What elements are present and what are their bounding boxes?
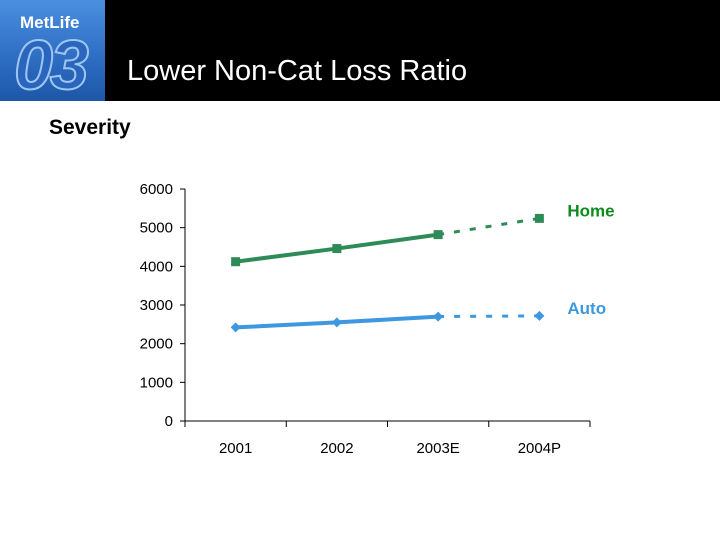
x-tick-label: 2003E: [416, 440, 459, 457]
home-data-point: [231, 257, 241, 267]
y-tick-label: 2000: [140, 336, 173, 353]
y-tick-label: 6000: [140, 181, 173, 198]
y-tick-label: 4000: [140, 258, 173, 275]
auto-data-point: [331, 317, 342, 328]
header-bar: [0, 0, 720, 101]
slide-title: Lower Non-Cat Loss Ratio: [127, 55, 468, 87]
home-projection-line: [437, 216, 540, 237]
x-tick-label: 2001: [219, 440, 252, 457]
auto-data-point: [433, 311, 444, 322]
auto-data-point: [534, 310, 545, 321]
home-series-label: Home: [567, 201, 614, 220]
auto-projection-line: [438, 314, 540, 319]
logo-number: 03: [13, 26, 90, 101]
y-tick-label: 0: [165, 413, 173, 430]
y-tick-label: 3000: [140, 297, 173, 314]
chart-subtitle: Severity: [49, 116, 131, 139]
y-tick-label: 5000: [140, 220, 173, 237]
auto-data-point: [230, 322, 241, 333]
x-tick-label: 2004P: [518, 440, 561, 457]
home-data-point: [433, 230, 443, 240]
logo-text: MetLife: [20, 13, 80, 32]
metlife-logo: MetLife 03: [0, 0, 105, 101]
y-tick-label: 1000: [140, 374, 173, 391]
home-data-point: [534, 213, 544, 223]
home-data-point: [332, 244, 342, 254]
x-tick-label: 2002: [320, 440, 353, 457]
auto-series-label: Auto: [567, 299, 606, 318]
